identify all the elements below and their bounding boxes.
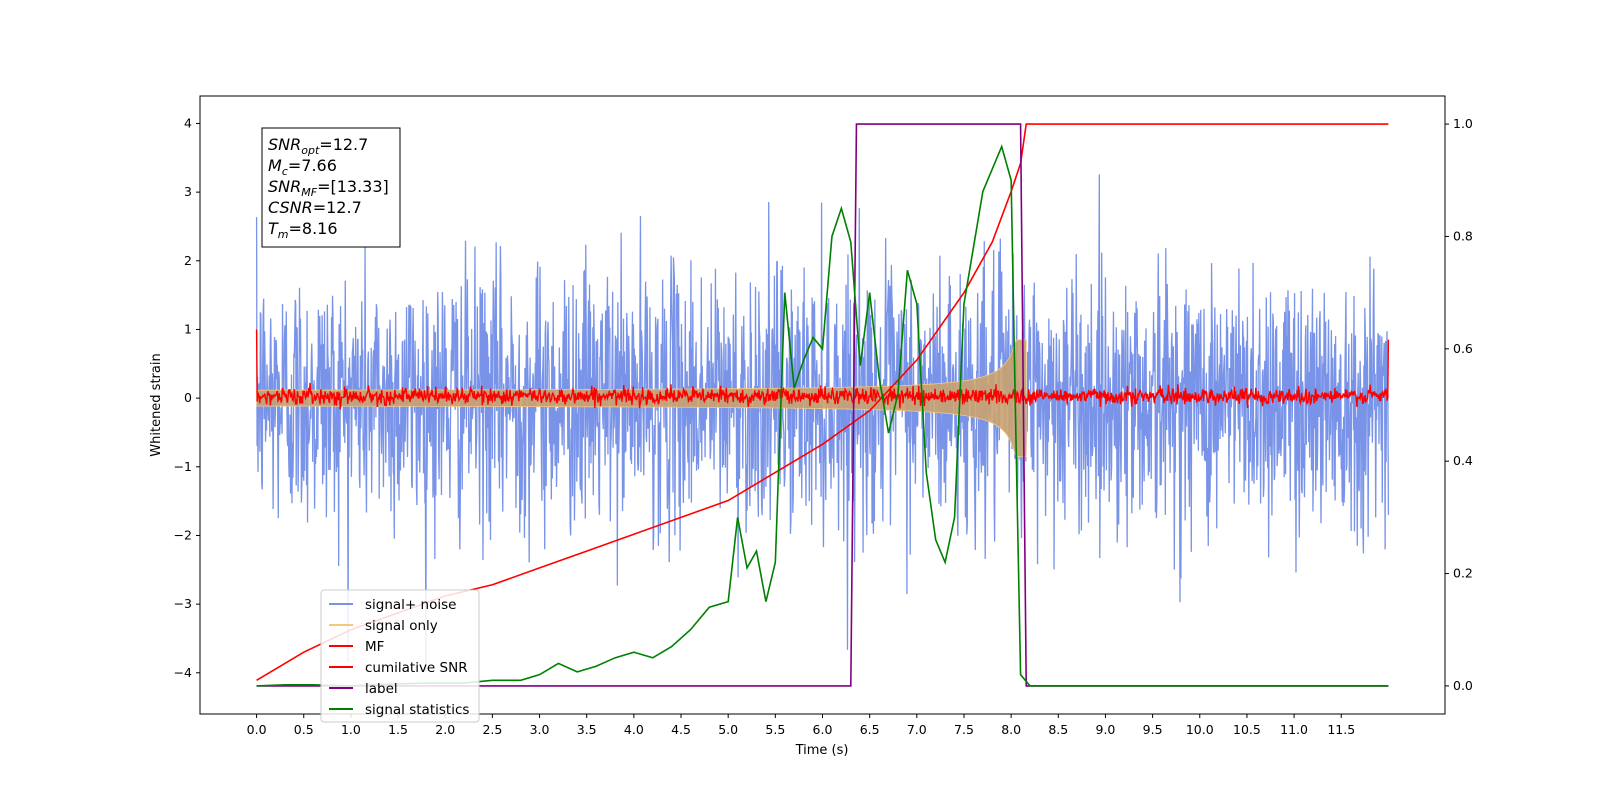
annotation-line: CSNR=12.7 — [268, 198, 362, 217]
legend-frame — [320, 589, 480, 723]
series-signal-statistics — [256, 144, 1389, 687]
x-tick-label: 3.5 — [577, 722, 597, 737]
x-tick-label: 4.0 — [624, 722, 644, 737]
legend-label: MF — [365, 639, 384, 655]
x-tick-label: 9.5 — [1143, 722, 1163, 737]
x-tick-label: 6.5 — [860, 722, 880, 737]
x-tick-label: 1.5 — [388, 722, 408, 737]
y-right-tick-label: 1.0 — [1453, 116, 1473, 131]
x-axis: 0.0 0.5 1.0 1.5 2.0 2.5 3.0 3.5 4.0 4.5 5.0 5.5 6.0 6… — [247, 714, 1355, 737]
legend-label: cumilative SNR — [365, 660, 468, 676]
x-tick-label: 5.0 — [718, 722, 738, 737]
legend: signal+ noise signal only MF cumilative SNR… — [320, 589, 480, 723]
x-tick-label: 10.5 — [1233, 722, 1261, 737]
annotation-frame — [261, 127, 401, 248]
y-left-tick-label: 4 — [184, 115, 192, 130]
x-tick-label: 5.5 — [765, 722, 785, 737]
x-tick-label: 6.0 — [813, 722, 833, 737]
legend-label: signal+ noise — [365, 597, 456, 613]
series-mf — [255, 329, 1390, 410]
x-axis-label: Time (s) — [795, 743, 849, 758]
y-right-tick-label: 0.6 — [1453, 341, 1473, 356]
y-axis-left: −4 −3 −2 −1 0 1 2 3 4 — [174, 115, 200, 680]
y-left-tick-label: 0 — [184, 390, 192, 405]
legend-label: signal only — [365, 618, 438, 634]
y-left-tick-label: 1 — [184, 321, 192, 336]
x-tick-label: 2.0 — [435, 722, 455, 737]
y-axis-label: Whitened strain — [149, 353, 164, 456]
x-tick-label: 8.0 — [1001, 722, 1021, 737]
y-axis-right: 0.0 0.2 0.4 0.6 0.8 1.0 — [1445, 116, 1473, 693]
x-tick-label: 0.5 — [294, 722, 314, 737]
annotation-line: Tm=8.16 — [268, 219, 338, 241]
y-left-tick-label: −2 — [174, 527, 192, 542]
y-right-tick-label: 0.4 — [1453, 453, 1473, 468]
annotation-line: SNRopt=12.7 — [268, 135, 368, 157]
x-tick-label: 11.5 — [1327, 722, 1355, 737]
series-layer — [255, 123, 1390, 687]
x-tick-label: 4.5 — [671, 722, 691, 737]
x-tick-label: 3.0 — [530, 722, 550, 737]
x-tick-label: 7.5 — [954, 722, 974, 737]
x-tick-label: 11.0 — [1280, 722, 1308, 737]
x-tick-label: 1.0 — [341, 722, 361, 737]
y-left-tick-label: −1 — [174, 459, 192, 474]
x-tick-label: 2.5 — [482, 722, 502, 737]
x-tick-label: 8.5 — [1048, 722, 1068, 737]
x-tick-label: 10.0 — [1186, 722, 1214, 737]
y-right-tick-label: 0.0 — [1453, 678, 1473, 693]
y-left-tick-label: −3 — [174, 596, 192, 611]
x-tick-label: 0.0 — [247, 722, 267, 737]
y-left-tick-label: 2 — [184, 253, 192, 268]
y-right-tick-label: 0.8 — [1453, 228, 1473, 243]
annotation-line: SNRMF=[13.33] — [268, 177, 389, 199]
y-left-tick-label: 3 — [184, 184, 192, 199]
x-tick-label: 9.0 — [1096, 722, 1116, 737]
y-left-tick-label: −4 — [174, 665, 192, 680]
y-right-tick-label: 0.2 — [1453, 566, 1473, 581]
annotation-box: SNRopt=12.7Mc=7.66SNRMF=[13.33]CSNR=12.7… — [261, 127, 401, 248]
legend-label: label — [365, 681, 398, 697]
x-tick-label: 7.0 — [907, 722, 927, 737]
annotation-line: Mc=7.66 — [268, 156, 337, 178]
legend-label: signal statistics — [365, 702, 469, 718]
